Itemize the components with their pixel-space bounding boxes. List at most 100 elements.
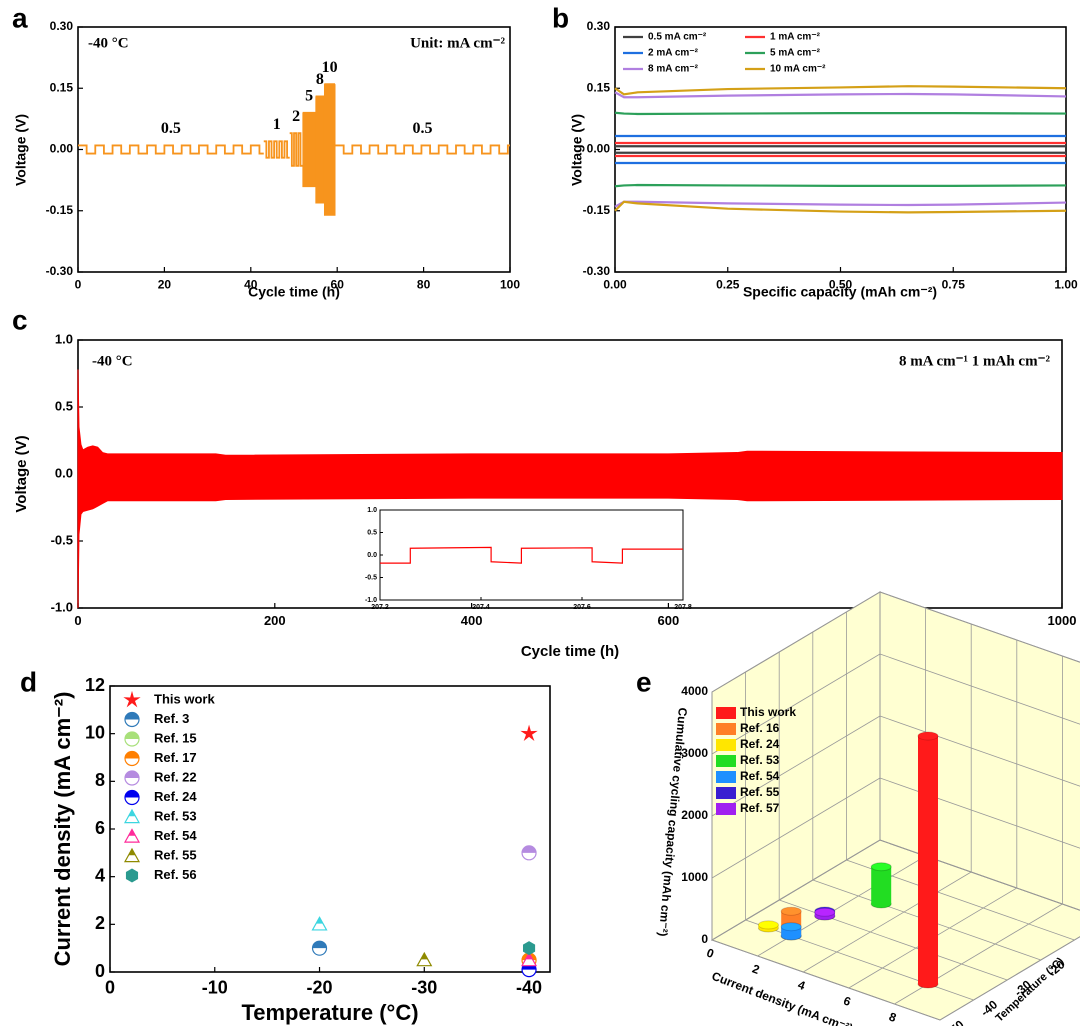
inset-y-tick-label: 0.0: [367, 552, 377, 559]
y-tick-label: -0.30: [583, 264, 611, 278]
panel-label: e: [636, 666, 652, 697]
x-tick-label: 0: [705, 946, 716, 962]
voltage-band: [77, 369, 1063, 609]
bar-body: [918, 736, 938, 984]
legend-label: Ref. 57: [740, 801, 780, 815]
legend-swatch: [716, 755, 736, 767]
x-tick-label: -30: [411, 978, 437, 998]
inset-y-tick-label: -0.5: [365, 574, 377, 581]
data-point: [416, 951, 433, 967]
legend-label: Ref. 22: [154, 769, 197, 784]
legend-label: 8 mA cm⁻²: [648, 64, 699, 75]
bar-top: [757, 920, 779, 930]
voltage-curve: [614, 183, 1067, 188]
z-tick-label: 1000: [681, 870, 708, 884]
legend-swatch: [716, 771, 736, 783]
marker-fill: [420, 953, 428, 960]
legend-marker: [124, 711, 140, 728]
grid-line: [711, 653, 881, 755]
y-tick-label: -50: [944, 1017, 967, 1026]
y-tick-label: 8: [95, 770, 105, 790]
voltage-trace: [315, 95, 325, 204]
legend-swatch: [716, 723, 736, 735]
panel-label: b: [552, 2, 569, 33]
bar: [917, 731, 939, 989]
legend-label: This work: [154, 691, 215, 706]
y-tick-label: 0.30: [587, 19, 611, 33]
inset-trace: [380, 546, 683, 564]
marker-fill: [125, 712, 139, 720]
y-tick-label: 4: [95, 865, 105, 885]
marker-fill: [316, 917, 324, 924]
voltage-trace: [323, 83, 336, 216]
legend-label: Ref. 54: [740, 769, 780, 783]
voltage-curve: [614, 200, 1067, 214]
legend-label: Ref. 53: [740, 753, 780, 767]
y-tick-label: 0.0: [55, 465, 73, 480]
bar: [780, 922, 802, 941]
marker-fill: [522, 845, 537, 853]
x-tick-label: 1.00: [1054, 277, 1078, 291]
grid-line: [711, 591, 881, 693]
grid-line: [879, 715, 1080, 787]
x-tick-label: 200: [264, 613, 286, 628]
rate-label: 5: [305, 87, 313, 104]
data-point: [520, 724, 538, 742]
legend-swatch: [716, 707, 736, 719]
marker-star: [520, 724, 538, 742]
inset-y-tick-label: 0.5: [367, 529, 377, 536]
x-tick-label: 40: [244, 277, 258, 291]
x-tick-label: 100: [500, 277, 520, 291]
data-point: [311, 916, 328, 931]
legend-label: This work: [740, 705, 796, 719]
annotation: -40 °C: [88, 35, 129, 51]
voltage-curve: [614, 111, 1067, 116]
data-point: [522, 941, 536, 956]
z-tick-label: 0: [701, 932, 708, 946]
bar: [870, 862, 892, 909]
x-tick-label: -20: [307, 978, 333, 998]
marker-fill: [125, 732, 139, 739]
y-axis-title: Voltage (V): [13, 435, 30, 512]
bar-body: [871, 866, 892, 904]
x-tick-label: 0.25: [716, 277, 740, 291]
inset-frame: [379, 509, 684, 601]
bar-top: [814, 907, 836, 917]
legend-label: Ref. 54: [154, 828, 197, 843]
legend-label: Ref. 55: [154, 847, 197, 862]
bar: [757, 920, 779, 933]
rate-label: 2: [292, 108, 300, 125]
x-tick-label: 400: [461, 613, 483, 628]
marker-star: [123, 690, 141, 708]
voltage-trace: [78, 144, 264, 155]
legend-label: Ref. 56: [154, 867, 197, 882]
legend-label: 0.5 mA cm⁻²: [648, 32, 707, 43]
y-axis-title: Current density (mA cm⁻²): [50, 692, 75, 967]
y-tick-label: 0.5: [55, 398, 73, 413]
x-tick-label: 0: [105, 978, 115, 998]
x-tick-label: 1000: [1048, 613, 1077, 628]
x-axis-title: Cycle time (h): [521, 643, 619, 660]
legend-label: Ref. 3: [154, 711, 189, 726]
y-tick-label: 0: [95, 961, 105, 981]
x-axis-title: Cycle time (h): [248, 284, 340, 300]
y-tick-label: 2: [95, 913, 105, 933]
y-tick-label: -10: [1079, 937, 1080, 959]
y-tick-label: 0.15: [50, 80, 74, 94]
x-tick-label: 0.50: [829, 277, 853, 291]
legend-marker: [123, 808, 141, 824]
inset-x-tick-label: 207.6: [573, 604, 591, 611]
legend-marker: [125, 868, 139, 883]
panel-label: c: [12, 304, 28, 335]
x-tick-label: 6: [842, 994, 853, 1010]
x-tick-label: 20: [158, 277, 172, 291]
y-tick-label: 1.0: [55, 331, 73, 346]
grid-line: [939, 936, 1080, 1021]
bar-top: [780, 922, 802, 932]
rate-label: 0.5: [161, 120, 181, 137]
y-tick-label: -0.15: [583, 203, 611, 217]
x-tick-label: 0.00: [603, 277, 627, 291]
legend-label: Ref. 53: [154, 808, 197, 823]
legend-marker: [124, 770, 140, 786]
